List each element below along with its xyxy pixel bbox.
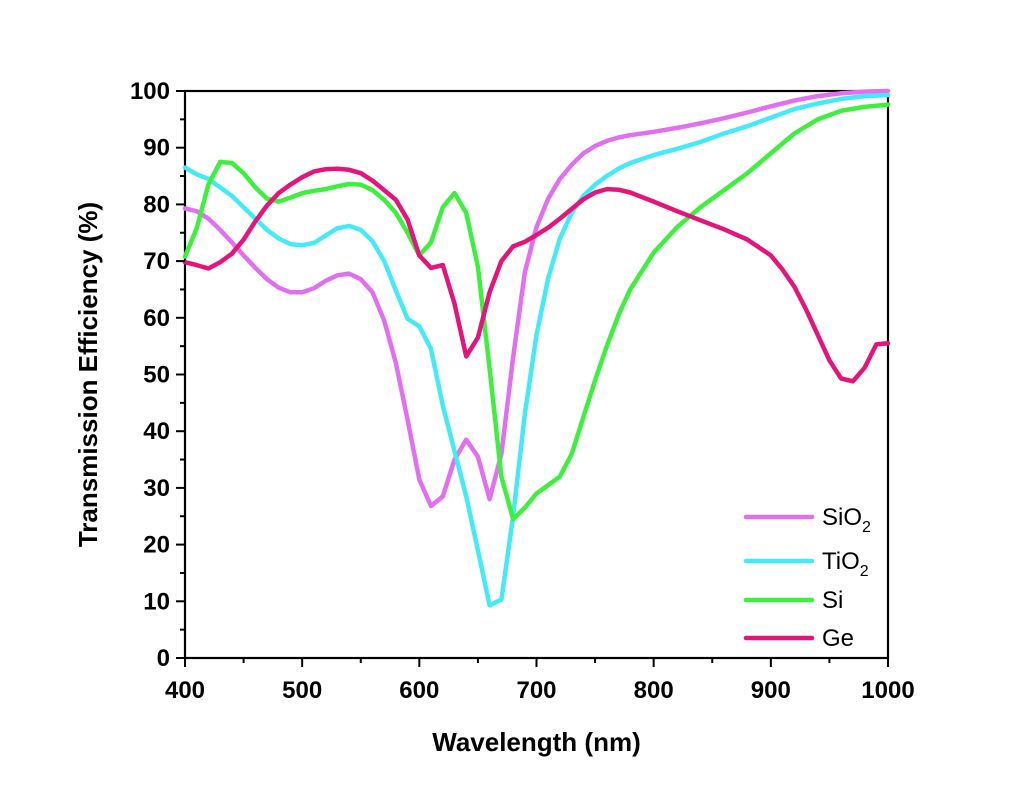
legend-label-sio: SiO2 — [822, 504, 871, 536]
tick-layer: 400 500 600 700 800 900 1000 0 10 20 30 40 50 60 70 80 9… — [130, 78, 915, 704]
series-line-si — [182, 102, 891, 522]
x-tick-label: 1000 — [861, 677, 914, 704]
y-tick-label: 90 — [143, 135, 170, 162]
x-tick-label: 400 — [165, 677, 205, 704]
y-tick-label: 50 — [143, 362, 170, 389]
legend-label-tio: TiO2 — [822, 548, 869, 580]
y-tick-label: 80 — [143, 191, 170, 218]
y-tick-label: 60 — [143, 305, 170, 332]
x-tick-label: 500 — [282, 677, 322, 704]
x-tick-label: 800 — [634, 677, 674, 704]
series-line-sio — [182, 88, 891, 509]
legend-label-si: Si — [822, 587, 843, 614]
legend: SiO2 TiO2 Si Ge — [743, 504, 871, 652]
y-axis-title: Transmission Efficiency (%) — [73, 202, 103, 547]
plot-area: 400 500 600 700 800 900 1000 0 10 20 30 40 50 60 70 80 9… — [130, 78, 915, 704]
x-axis-title: Wavelength (nm) — [432, 727, 640, 757]
x-tick-label: 600 — [399, 677, 439, 704]
y-tick-label: 10 — [143, 588, 170, 615]
x-tick-label: 700 — [516, 677, 556, 704]
y-tick-label: 30 — [143, 475, 170, 502]
legend-label-ge: Ge — [822, 625, 854, 652]
y-tick-label: 100 — [130, 78, 170, 105]
y-tick-label: 70 — [143, 248, 170, 275]
series-line-ge — [182, 166, 891, 384]
series-line-tio — [182, 92, 891, 608]
y-tick-label: 20 — [143, 532, 170, 559]
series-layer — [182, 88, 891, 608]
y-tick-label: 0 — [157, 645, 170, 672]
x-tick-label: 900 — [751, 677, 791, 704]
plot-frame — [183, 89, 890, 660]
y-tick-label: 40 — [143, 418, 170, 445]
